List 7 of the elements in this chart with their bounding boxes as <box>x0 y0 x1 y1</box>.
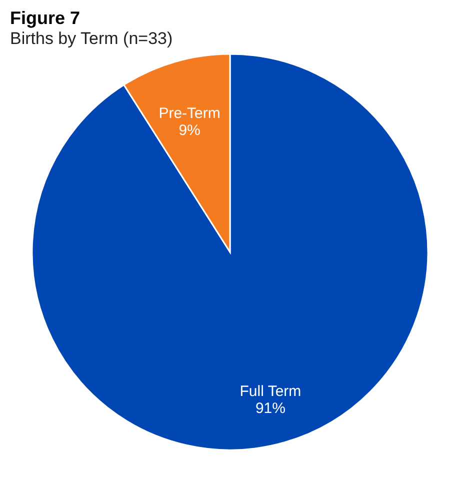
pie-slice <box>31 53 429 451</box>
chart-title: Figure 7 <box>10 8 80 28</box>
data-label: 91% <box>255 400 286 418</box>
slice-label: Full Term <box>240 383 302 400</box>
data-label: 9% <box>178 122 200 139</box>
chart-subtitle: Births by Term (n=33) <box>10 29 173 48</box>
slice-label: Pre-Term <box>158 104 220 122</box>
